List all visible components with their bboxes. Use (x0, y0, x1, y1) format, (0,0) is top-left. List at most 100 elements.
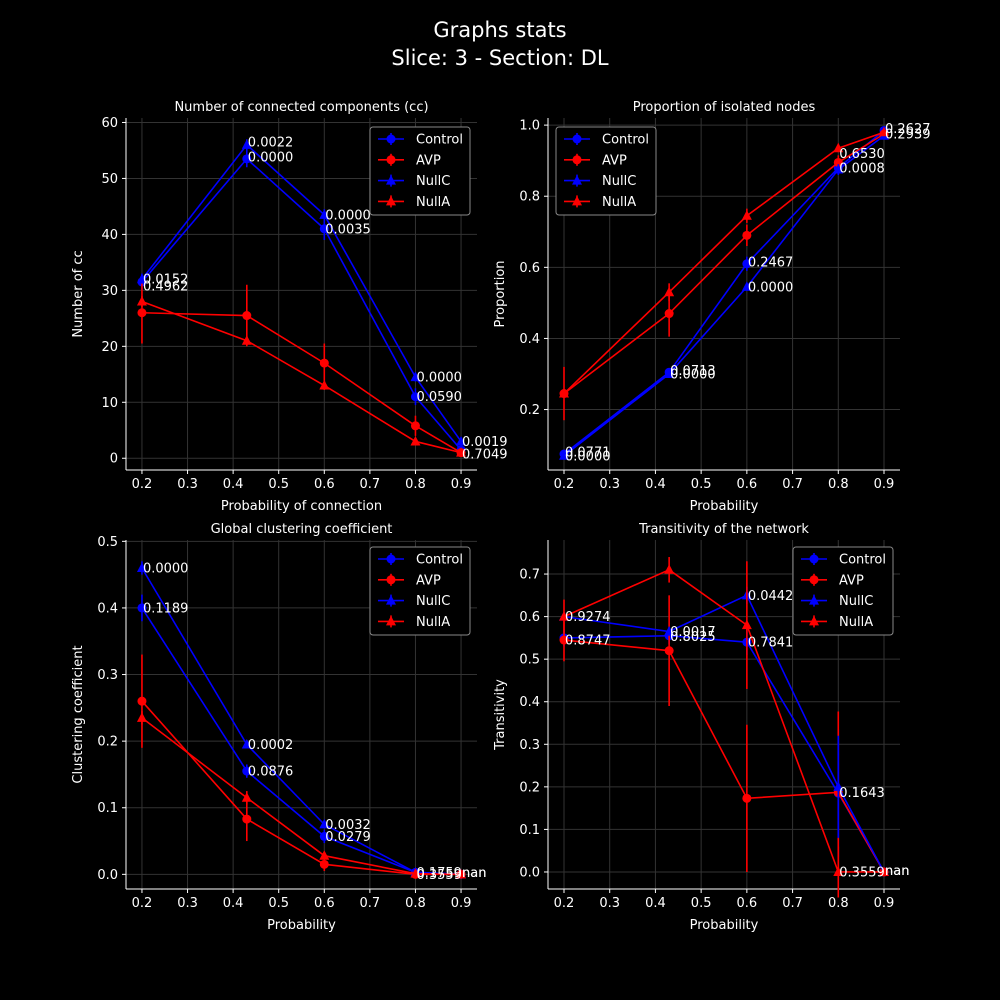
data-point (833, 164, 844, 174)
data-point (137, 696, 147, 706)
data-point (664, 626, 675, 636)
series-nulla (136, 711, 467, 879)
p-value-label: 0.0590 (416, 390, 462, 405)
data-point (319, 859, 329, 869)
data-point (833, 157, 843, 167)
legend-label: NullA (602, 195, 636, 210)
p-value-label: 0.0008 (839, 161, 885, 176)
series-nullc (559, 130, 889, 460)
x-tick-label: 0.5 (691, 896, 712, 911)
x-tick-label: 0.3 (599, 477, 620, 492)
legend-label: NullC (839, 594, 873, 609)
data-point (241, 792, 252, 802)
legend-label: NullA (416, 195, 450, 210)
p-value-label: 0.1759 (416, 866, 462, 881)
y-tick-label: 10 (101, 396, 118, 411)
y-tick-label: 0.4 (519, 695, 540, 710)
x-tick-label: 0.8 (405, 896, 426, 911)
p-value-label: 0.0000 (325, 208, 371, 223)
legend-marker (386, 175, 396, 185)
x-tick-label: 0.4 (223, 896, 244, 911)
series-control (137, 594, 466, 879)
p-value-label: 0.0019 (462, 435, 508, 450)
series-avp (137, 654, 466, 879)
legend-box (369, 546, 471, 636)
legend-box (369, 126, 471, 216)
p-value-label: 0.1189 (143, 601, 189, 616)
data-point (410, 435, 421, 446)
x-tick-label: 0.8 (405, 477, 426, 492)
legend-marker (386, 155, 396, 165)
y-tick-label: 0.6 (519, 610, 540, 625)
data-point (319, 850, 330, 860)
legend-marker (572, 195, 582, 206)
legend-label: Control (602, 133, 649, 148)
p-value-label: 0.0152 (143, 273, 189, 288)
subplot-1: 0.2 0.3 0.4 0.5 0.6 0.7 0.8 0.9 0 10 20 30 40 50 60 Num… (71, 100, 508, 514)
x-tick-label: 0.5 (691, 477, 712, 492)
y-axis-label: Number of cc (71, 250, 86, 337)
data-point (319, 379, 330, 390)
data-point (559, 611, 569, 621)
y-tick-label: 0.1 (97, 801, 118, 816)
y-tick-label: 0 (110, 452, 118, 467)
x-axis-label: Probability (690, 499, 759, 514)
x-tick-label: 0.7 (360, 896, 381, 911)
y-tick-label: 0.2 (519, 403, 540, 418)
x-tick-label: 0.2 (132, 477, 153, 492)
y-axis-label: Clustering coefficient (71, 645, 86, 783)
p-value-label: 0.8747 (565, 634, 611, 649)
legend: Control AVP NullC NullA (792, 546, 894, 636)
data-point (664, 368, 675, 378)
series-nulla (559, 126, 889, 398)
y-tick-label: 0.0 (519, 865, 540, 880)
y-tick-label: 50 (101, 172, 118, 187)
p-value-label: 0.0000 (416, 371, 462, 386)
legend-marker (386, 195, 396, 206)
series-line (141, 311, 462, 454)
data-point (319, 224, 329, 234)
data-point (136, 562, 147, 572)
data-point (664, 564, 675, 574)
subplot-title: Global clustering coefficient (211, 522, 393, 537)
x-tick-label: 0.3 (177, 896, 198, 911)
y-tick-label: 40 (101, 228, 118, 243)
x-tick-label: 0.2 (132, 896, 153, 911)
figure-title-line2: Slice: 3 - Section: DL (391, 46, 609, 70)
data-point (833, 866, 844, 876)
p-value-label: 0.2467 (748, 256, 794, 271)
p-value-label: nan (462, 866, 486, 881)
legend-label: NullC (416, 174, 450, 189)
x-tick-label: 0.7 (782, 896, 803, 911)
x-tick-label: 0.9 (874, 896, 895, 911)
data-point (241, 738, 252, 749)
x-tick-label: 0.7 (782, 477, 803, 492)
x-tick-label: 0.5 (268, 896, 289, 911)
series-line (141, 700, 462, 876)
p-value-label: 0.0035 (325, 222, 371, 237)
subplot-3: 0.2 0.3 0.4 0.5 0.6 0.7 0.8 0.9 0.0 0.1 0.2 0.3 0.4 0… (71, 522, 486, 933)
legend-label: NullA (416, 615, 450, 630)
data-point (410, 868, 421, 878)
x-tick-label: 0.9 (451, 477, 472, 492)
figure-title-line1: Graphs stats (433, 18, 567, 42)
data-point (664, 309, 674, 319)
data-point (242, 311, 252, 321)
data-point (319, 831, 329, 841)
data-point (879, 866, 889, 876)
p-value-label: 0.0876 (248, 765, 294, 780)
data-point (319, 358, 329, 368)
y-tick-label: 0.0 (97, 868, 118, 883)
p-value-label: 0.0771 (565, 446, 611, 461)
y-tick-label: 0.2 (519, 780, 540, 795)
data-point (741, 281, 752, 291)
figure-title: Graphs stats Slice: 3 - Section: DL (0, 16, 1000, 72)
legend-box (555, 126, 657, 216)
data-point (241, 139, 252, 149)
y-tick-label: 0.6 (519, 261, 540, 276)
p-value-label: 0.9274 (565, 610, 611, 625)
legend-label: NullA (839, 615, 873, 630)
subplot-4: 0.2 0.3 0.4 0.5 0.6 0.7 0.8 0.9 0.0 0.1 0.2 0.3 0.4 0… (493, 522, 909, 933)
y-tick-label: 0.4 (97, 601, 118, 616)
subplot-title: Transitivity of the network (638, 522, 809, 537)
